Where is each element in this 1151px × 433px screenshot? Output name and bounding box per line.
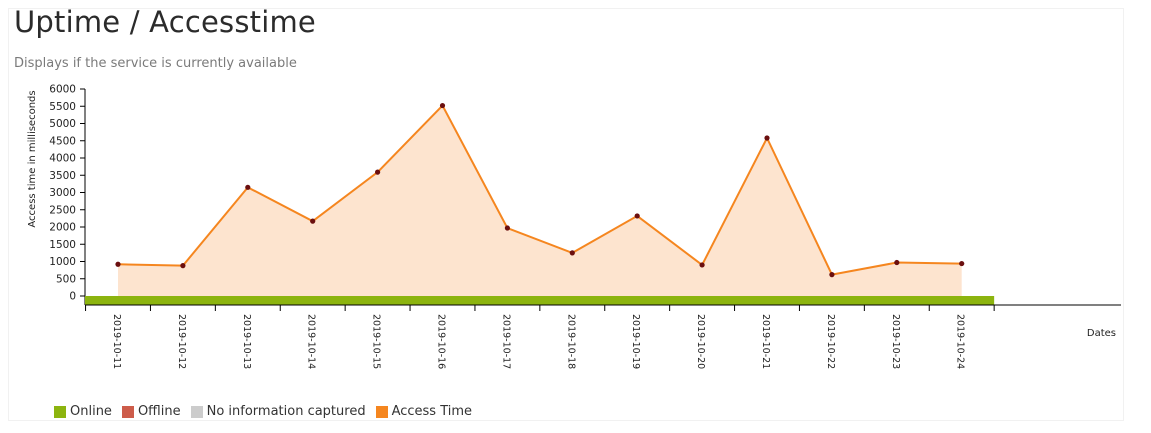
legend-item-offline[interactable]: Offline bbox=[121, 404, 181, 419]
x-tick-label: 2019-10-15 bbox=[371, 314, 382, 369]
legend-swatch-access-time bbox=[375, 405, 388, 418]
access-time-point bbox=[504, 225, 510, 231]
y-tick-label: 4000 bbox=[49, 153, 76, 165]
legend-label-offline: Offline bbox=[137, 404, 181, 419]
x-tick-label: 2019-10-20 bbox=[695, 314, 706, 369]
x-tick-label: 2019-10-16 bbox=[436, 314, 447, 369]
x-tick-label: 2019-10-17 bbox=[500, 314, 511, 369]
access-time-point bbox=[699, 262, 705, 268]
access-time-point bbox=[959, 260, 965, 267]
y-axis-title: Access time in milliseconds bbox=[27, 90, 38, 227]
y-tick-label: 4500 bbox=[49, 135, 76, 147]
legend-label-online: Online bbox=[70, 404, 112, 419]
access-time-line bbox=[117, 103, 962, 276]
x-tick-label: 2019-10-24 bbox=[955, 314, 966, 369]
legend-item-online[interactable]: Online bbox=[54, 404, 112, 419]
legend-label-no-information: No information captured bbox=[206, 404, 366, 419]
x-tick-label: 2019-10-13 bbox=[241, 314, 252, 369]
x-tick-label: 2019-10-14 bbox=[306, 314, 317, 369]
legend-swatch-online bbox=[54, 405, 66, 418]
access-time-point bbox=[829, 272, 835, 278]
x-tick-label: 2019-10-12 bbox=[176, 314, 187, 369]
y-tick-label: 3000 bbox=[49, 187, 76, 199]
y-tick-label: 2000 bbox=[49, 222, 76, 234]
y-tick-label: 1000 bbox=[49, 256, 76, 268]
access-time-point bbox=[115, 261, 121, 267]
access-time-point bbox=[764, 135, 770, 141]
access-time-area bbox=[118, 105, 962, 296]
legend-swatch-offline bbox=[121, 405, 134, 418]
access-time-point bbox=[634, 213, 640, 219]
x-tick-label: 2019-10-19 bbox=[630, 314, 641, 369]
x-tick-label: 2019-10-22 bbox=[825, 314, 836, 369]
access-time-point bbox=[569, 250, 575, 256]
x-tick-label: 2019-10-18 bbox=[565, 314, 576, 369]
chart-legend: Online Offline No information captured A… bbox=[54, 404, 472, 419]
page-subtitle: Displays if the service is currently ava… bbox=[14, 56, 297, 71]
status-bar-online bbox=[85, 296, 995, 305]
legend-item-no-information[interactable]: No information captured bbox=[190, 404, 366, 419]
y-tick-label: 3500 bbox=[49, 170, 76, 182]
access-time-point bbox=[894, 259, 900, 266]
y-tick-label: 5500 bbox=[49, 101, 76, 113]
access-time-point bbox=[245, 184, 251, 190]
legend-swatch-no-information bbox=[190, 405, 203, 418]
access-time-point bbox=[439, 102, 446, 109]
page-title: Uptime / Accesstime bbox=[14, 5, 316, 39]
x-axis-title: Dates bbox=[1087, 328, 1116, 339]
y-tick-label: 0 bbox=[69, 291, 76, 303]
y-tick-label: 6000 bbox=[49, 84, 76, 96]
x-tick-label: 2019-10-11 bbox=[111, 314, 122, 369]
access-time-point bbox=[310, 218, 316, 224]
legend-item-access-time[interactable]: Access Time bbox=[375, 404, 473, 419]
y-tick-label: 1500 bbox=[49, 239, 76, 251]
uptime-panel bbox=[8, 8, 1124, 421]
legend-label-access-time: Access Time bbox=[391, 404, 473, 419]
y-tick-label: 5000 bbox=[49, 118, 76, 130]
access-time-point bbox=[180, 263, 186, 269]
x-tick-label: 2019-10-23 bbox=[890, 314, 901, 369]
access-time-point bbox=[375, 169, 381, 175]
x-tick-label: 2019-10-21 bbox=[760, 314, 771, 369]
y-tick-label: 500 bbox=[56, 273, 76, 285]
y-tick-label: 2500 bbox=[49, 204, 76, 216]
